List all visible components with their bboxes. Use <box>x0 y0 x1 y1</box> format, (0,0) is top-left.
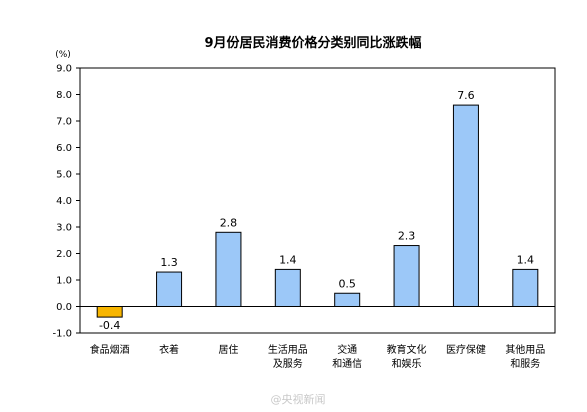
x-tick-label: 及服务 <box>273 357 303 370</box>
x-tick-label: 食品烟酒 <box>90 343 130 356</box>
plot-area: -1.0 0.0 1.0 2.0 3.0 4.0 5.0 6.0 7.0 8.0 9.0 -0.4 食品… <box>52 64 556 370</box>
y-tick-label: 4.0 <box>56 196 72 207</box>
y-tick-label: 3.0 <box>56 223 72 234</box>
x-tick-label: 生活用品 <box>268 343 308 356</box>
y-tick-label: 6.0 <box>56 143 72 154</box>
data-label: 0.5 <box>338 277 356 290</box>
data-label: 1.3 <box>160 256 178 269</box>
y-tick-label: 9.0 <box>56 64 72 75</box>
x-tick-label: 衣着 <box>159 343 179 356</box>
x-tick-label: 教育文化 <box>387 343 427 356</box>
y-tick-label: 8.0 <box>56 90 72 101</box>
y-tick-label: 1.0 <box>56 276 72 287</box>
x-tick-label: 和通信 <box>332 358 362 370</box>
y-tick-label: 7.0 <box>56 117 72 128</box>
y-tick-label: -1.0 <box>52 329 72 340</box>
x-tick-label: 居住 <box>218 343 238 356</box>
y-tick-label: 2.0 <box>56 249 72 260</box>
bar <box>96 306 123 318</box>
data-label: 1.4 <box>517 253 535 266</box>
bar <box>334 292 361 307</box>
y-tick-label: 5.0 <box>56 170 72 181</box>
bar <box>156 271 183 307</box>
y-unit-label: (%) <box>55 50 71 60</box>
data-label: -0.4 <box>99 319 120 332</box>
bar <box>215 231 242 307</box>
x-tick-label: 医疗保健 <box>446 343 486 356</box>
data-label: 2.8 <box>220 216 238 229</box>
x-tick-label: 其他用品 <box>505 343 545 356</box>
bar <box>512 268 539 307</box>
data-label: 2.3 <box>398 230 416 243</box>
data-label: 7.6 <box>457 89 475 102</box>
chart-title: 9月份居民消费价格分类别同比涨跌幅 <box>204 35 421 51</box>
x-tick-label: 和娱乐 <box>392 357 422 370</box>
x-tick-label: 和服务 <box>510 357 540 370</box>
x-tick-label: 交通 <box>337 343 357 356</box>
plot-frame <box>79 67 556 334</box>
y-tick-label: 0.0 <box>56 302 72 313</box>
data-label: 1.4 <box>279 253 297 266</box>
bar <box>452 104 479 307</box>
watermark: @央视新闻 <box>271 392 326 406</box>
bar <box>393 245 420 308</box>
bar <box>274 268 301 307</box>
